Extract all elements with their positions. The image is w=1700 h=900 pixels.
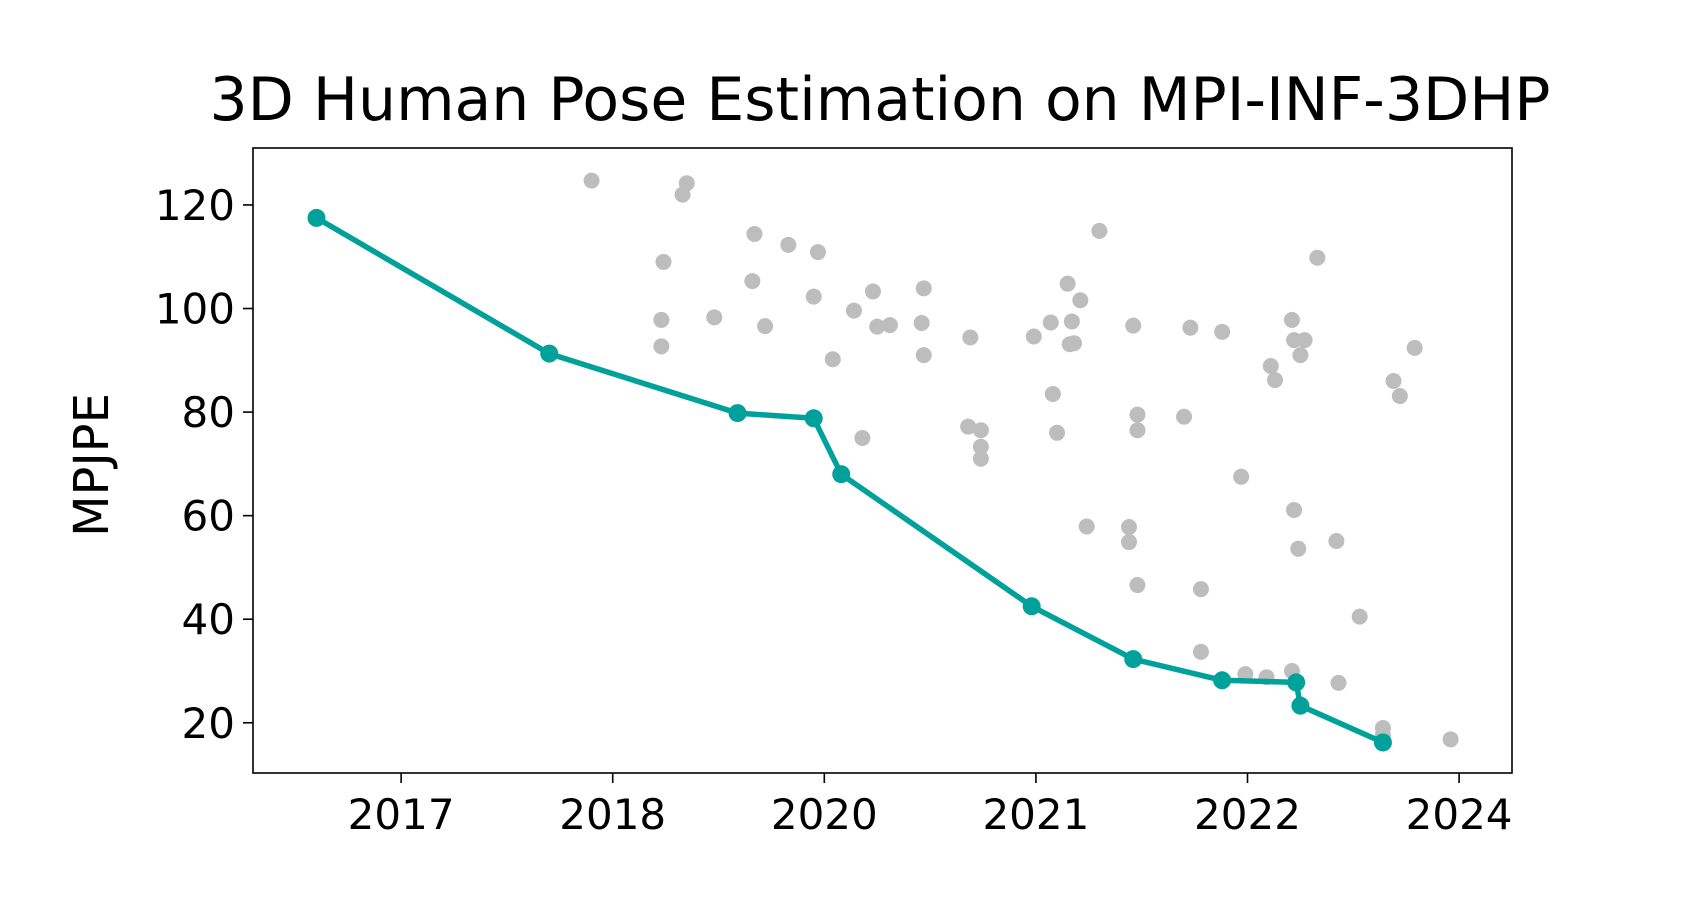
y-tick-label: 120: [155, 181, 235, 230]
other-method-point: [583, 172, 600, 189]
other-method-point: [915, 347, 932, 364]
sota-point: [728, 404, 747, 423]
other-method-point: [1309, 249, 1326, 266]
other-method-point: [881, 317, 898, 334]
other-method-point: [824, 351, 841, 368]
other-method-point: [1121, 534, 1138, 551]
other-method-point: [653, 338, 670, 355]
other-method-point: [1078, 518, 1095, 535]
other-method-point: [1121, 519, 1138, 536]
other-method-point: [1125, 317, 1142, 334]
other-method-point: [869, 318, 886, 335]
other-method-point: [1286, 501, 1303, 518]
other-method-point: [1063, 313, 1080, 330]
other-method-point: [1330, 674, 1347, 691]
other-method-point: [972, 422, 989, 439]
sota-point: [1287, 673, 1306, 692]
y-tick-label: 60: [182, 492, 235, 541]
other-method-point: [1385, 373, 1402, 390]
other-method-point: [854, 429, 871, 446]
x-tick-label: 2022: [1194, 790, 1301, 839]
y-axis-label: MPJPE: [64, 393, 120, 537]
other-method-point: [913, 315, 930, 332]
sota-point: [1022, 597, 1041, 616]
sota-point: [540, 344, 559, 363]
other-method-point: [1176, 408, 1193, 425]
sota-point: [1373, 733, 1392, 752]
sota-point: [307, 208, 326, 227]
other-method-point: [780, 236, 797, 253]
other-method-point: [1065, 335, 1082, 352]
other-method-point: [915, 280, 932, 297]
other-method-point: [972, 438, 989, 455]
other-method-point: [746, 225, 763, 242]
y-tick-label: 20: [182, 699, 235, 748]
x-tick-label: 2018: [559, 790, 666, 839]
other-method-point: [1406, 339, 1423, 356]
other-method-point: [864, 283, 881, 300]
other-method-point: [1072, 292, 1089, 309]
other-method-point: [1129, 577, 1146, 594]
sota-point: [804, 409, 823, 428]
other-method-point: [845, 302, 862, 319]
y-tick-label: 40: [182, 595, 235, 644]
other-method-point: [655, 253, 672, 270]
other-method-point: [962, 329, 979, 346]
other-method-point: [706, 309, 723, 326]
other-method-point: [1129, 406, 1146, 423]
other-method-point: [1292, 347, 1309, 364]
chart-title: 3D Human Pose Estimation on MPI-INF-3DHP: [209, 65, 1550, 135]
other-method-point: [1283, 311, 1300, 328]
other-method-point: [674, 186, 691, 203]
other-method-point: [1233, 468, 1250, 485]
other-method-point: [1025, 328, 1042, 345]
axes: 20 40 60 80 100 120 2017 2018 2020 2021 2022 2024: [155, 147, 1513, 839]
other-method-point: [1192, 643, 1209, 660]
other-method-point: [1129, 422, 1146, 439]
other-method-point: [1296, 332, 1313, 349]
other-methods-points: [583, 172, 1459, 748]
sota-point: [1291, 696, 1310, 715]
sota-point: [832, 465, 851, 484]
other-method-point: [1391, 388, 1408, 405]
other-method-point: [1328, 533, 1345, 550]
x-tick-label: 2021: [982, 790, 1089, 839]
other-method-point: [1042, 314, 1059, 331]
other-method-point: [757, 318, 774, 335]
other-method-point: [960, 418, 977, 435]
x-tick-label: 2020: [771, 790, 878, 839]
other-method-point: [1267, 371, 1284, 388]
x-tick-label: 2017: [348, 790, 455, 839]
plot-frame: [252, 147, 1513, 774]
other-method-point: [972, 450, 989, 467]
other-method-point: [1182, 319, 1199, 336]
other-method-point: [805, 288, 822, 305]
other-method-point: [1059, 275, 1076, 292]
other-method-point: [1044, 385, 1061, 402]
y-tick-label: 100: [155, 285, 235, 334]
other-method-point: [1214, 323, 1231, 340]
y-tick-label: 80: [182, 388, 235, 437]
sota-point: [1213, 671, 1232, 690]
other-method-point: [1262, 357, 1279, 374]
x-tick-label: 2024: [1406, 790, 1513, 839]
state-of-the-art-series: [307, 208, 1392, 752]
other-method-point: [744, 273, 761, 290]
other-method-point: [1290, 540, 1307, 557]
other-method-point: [809, 244, 826, 261]
other-method-point: [1049, 424, 1066, 441]
other-method-point: [1091, 222, 1108, 239]
sota-line: [313, 215, 1386, 746]
other-method-point: [1351, 608, 1368, 625]
other-method-point: [1442, 731, 1459, 748]
other-method-point: [1192, 581, 1209, 598]
other-method-point: [653, 311, 670, 328]
sota-point: [1124, 650, 1143, 669]
